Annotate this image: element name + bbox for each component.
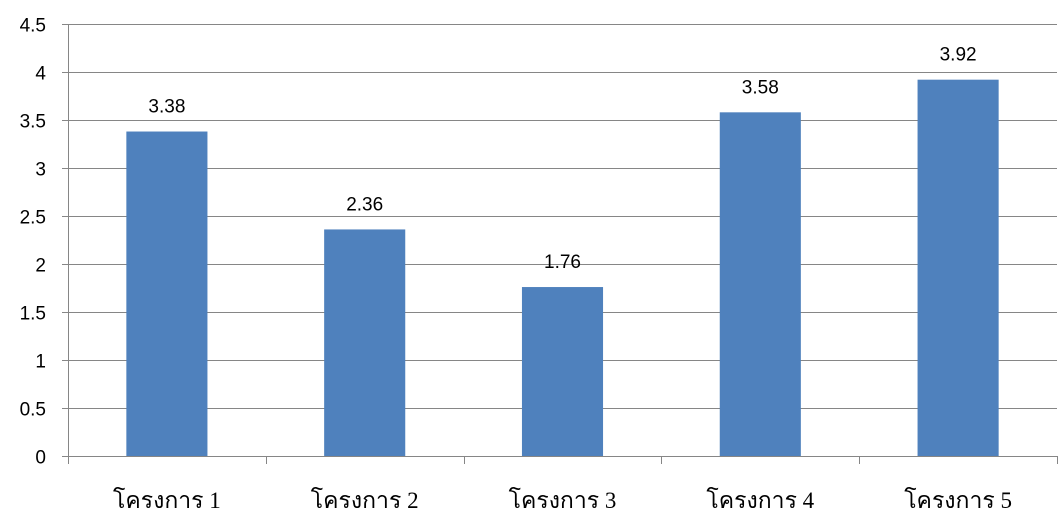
x-category-label: โครงการ 3 xyxy=(509,487,617,513)
bar xyxy=(719,112,801,456)
bar xyxy=(126,131,208,456)
y-tick-label: 0.5 xyxy=(20,400,46,421)
y-tick-label: 1 xyxy=(35,352,46,373)
y-tick-label: 3.5 xyxy=(20,112,46,133)
y-tick-label: 4.5 xyxy=(20,16,46,37)
data-label: 1.76 xyxy=(544,252,581,273)
y-tick-label: 0 xyxy=(35,448,46,469)
data-label: 3.58 xyxy=(742,77,779,98)
data-label: 3.38 xyxy=(148,97,185,118)
data-label: 2.36 xyxy=(346,194,383,215)
y-tick-label: 2.5 xyxy=(20,208,46,229)
y-tick-label: 4 xyxy=(35,64,46,85)
y-tick-label: 1.5 xyxy=(20,304,46,325)
bar xyxy=(917,79,999,457)
x-category-label: โครงการ 1 xyxy=(113,487,221,513)
x-category-label: โครงการ 4 xyxy=(706,487,814,513)
y-tick-label: 3 xyxy=(35,160,46,181)
bar xyxy=(324,229,406,456)
y-tick-label: 2 xyxy=(35,256,46,277)
data-label: 3.92 xyxy=(940,45,977,66)
x-category-label: โครงการ 5 xyxy=(904,487,1012,513)
x-category-label: โครงการ 2 xyxy=(311,487,419,513)
bar xyxy=(521,287,604,456)
